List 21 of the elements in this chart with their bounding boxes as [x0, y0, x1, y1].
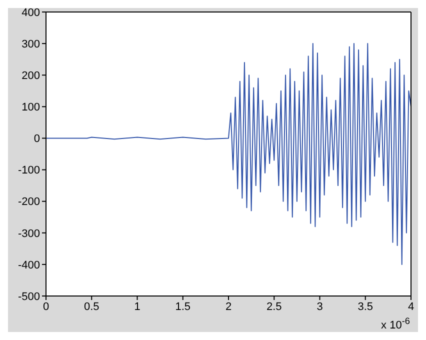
y-tick-label: 400 — [22, 6, 40, 19]
text: x 10$^{-6}$ — [381, 316, 410, 332]
y-tick-label: -400 — [18, 259, 40, 272]
x-tick-label: 2.5 — [266, 300, 282, 313]
x-tick-label: 1 — [134, 300, 140, 313]
y-tick-label: 300 — [22, 38, 40, 50]
y-tick-label: 0 — [34, 133, 40, 146]
y-tick-label: -300 — [18, 228, 40, 240]
x-tick-label: 3 — [316, 300, 323, 313]
x-tick-label: 2 — [225, 300, 232, 313]
x-tick-label: 4 — [408, 300, 414, 313]
x-tick-label: 0 — [42, 300, 50, 313]
y-tick-label: 100 — [22, 102, 40, 114]
x-tick-label: 0.5 — [84, 300, 100, 313]
y-tick-label: -500 — [18, 290, 40, 303]
y-tick-label: 200 — [22, 70, 40, 82]
y-tick-label: -200 — [18, 196, 40, 208]
line-series — [46, 43, 411, 265]
x-tick-label: 1.5 — [175, 300, 191, 313]
x-tick-label: 3.5 — [358, 300, 374, 313]
y-tick-label: -100 — [18, 164, 40, 177]
